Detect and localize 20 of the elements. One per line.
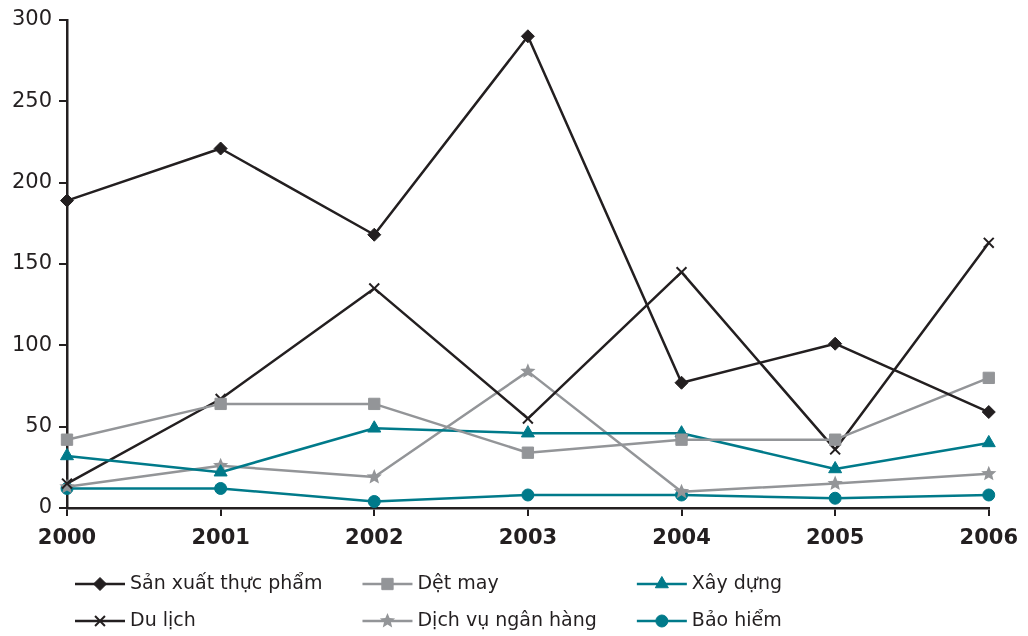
y-tick-label: 200 — [11, 169, 52, 194]
x-tick-label: 2000 — [37, 525, 97, 550]
x-tick-label: 2006 — [959, 525, 1018, 550]
x-tick-label: 2004 — [652, 525, 711, 550]
legend-label: Bảo hiểm — [691, 607, 782, 630]
y-tick-label: 300 — [11, 6, 52, 31]
y-tick-label: 250 — [11, 87, 52, 112]
legend-label: Sản xuất thực phẩm — [130, 570, 323, 593]
x-tick-label: 2003 — [498, 525, 558, 550]
x-tick-label: 2005 — [805, 525, 865, 550]
legend-label: Xây dựng — [691, 570, 783, 593]
y-tick-label: 100 — [11, 331, 52, 356]
y-tick-label: 0 — [38, 494, 52, 519]
x-tick-label: 2001 — [191, 525, 250, 550]
legend-label: Du lịch — [130, 607, 196, 630]
legend-label: Dịch vụ ngân hàng — [417, 607, 597, 630]
legend-label: Dệt may — [417, 570, 499, 593]
y-tick-label: 50 — [25, 413, 52, 438]
y-tick-label: 150 — [11, 250, 52, 275]
x-tick-label: 2002 — [345, 525, 404, 550]
